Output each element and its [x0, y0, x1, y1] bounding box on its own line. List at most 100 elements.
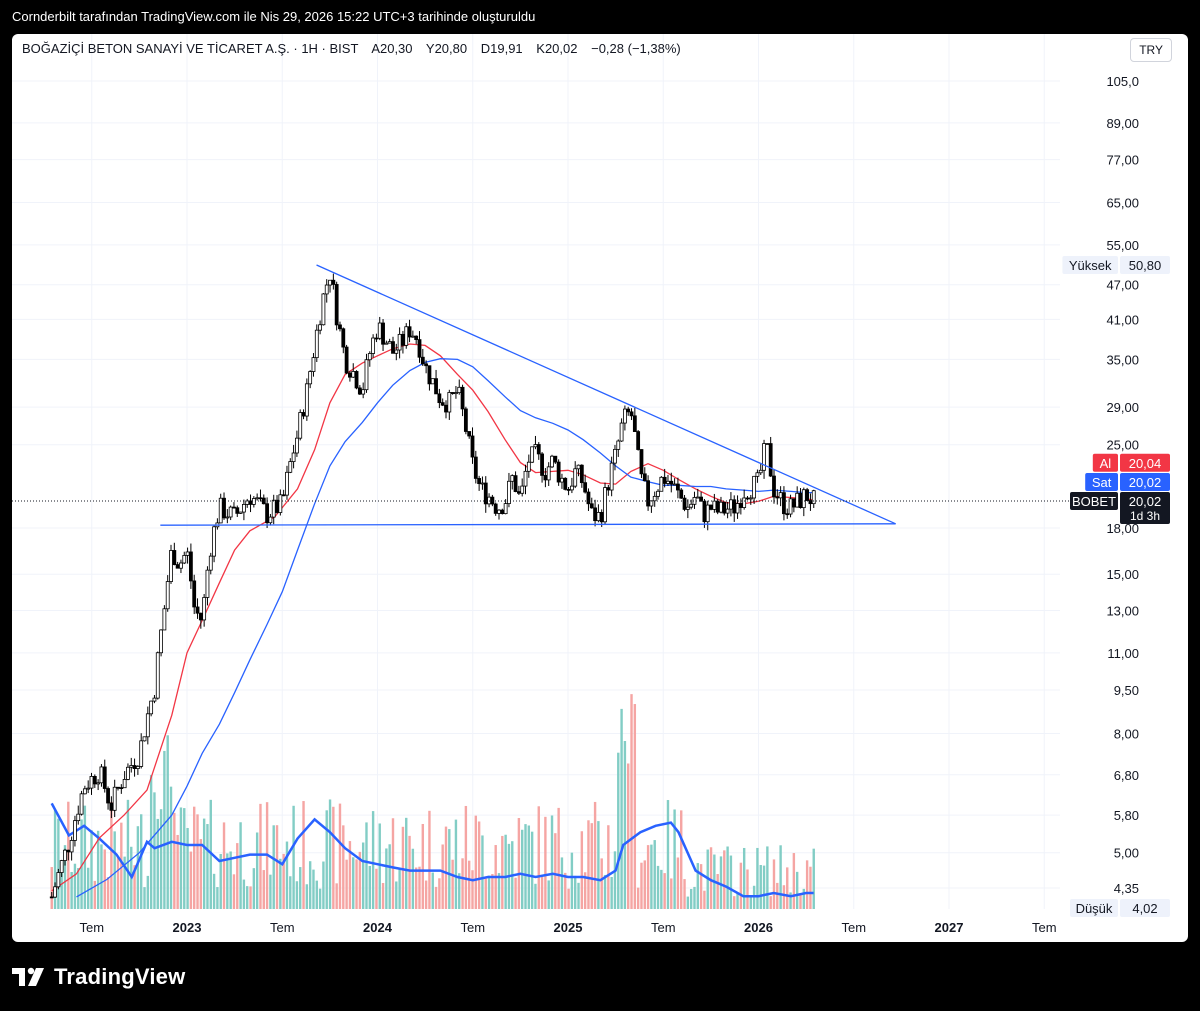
volume-bar — [762, 865, 766, 909]
price-axis: 105,0 89,00 77,00 65,00 55,00 47,00 41,00 35,00… — [1106, 74, 1139, 896]
price-axis-label: 6,80 — [1114, 768, 1139, 783]
candle-body — [636, 431, 641, 450]
volume-bar — [693, 886, 696, 909]
candle-body — [526, 461, 531, 472]
candle-body — [712, 500, 717, 510]
candle-body — [387, 341, 392, 344]
candle-body — [632, 415, 637, 432]
candle-body — [354, 371, 359, 389]
volume-bar — [216, 887, 219, 909]
candle-body — [437, 393, 442, 404]
volume-bar — [570, 852, 574, 909]
volume-bar — [159, 809, 163, 909]
price-axis-label: 35,00 — [1106, 352, 1139, 367]
price-axis-label: 11,00 — [1107, 646, 1139, 661]
candle-body — [497, 509, 501, 514]
candle-body — [748, 497, 753, 500]
candle-body — [649, 500, 654, 507]
candle-body — [295, 437, 299, 454]
volume-bar — [434, 886, 438, 909]
volume-bar — [759, 864, 762, 909]
volume-bar — [259, 803, 262, 909]
candle-body — [192, 580, 197, 608]
volume-bar — [236, 843, 239, 909]
candle-body — [242, 503, 246, 513]
price-axis-label: 89,00 — [1106, 116, 1139, 131]
ma-slow-line — [76, 358, 814, 898]
volume-bar — [222, 822, 226, 909]
price-chart[interactable]: 105,0 89,00 77,00 65,00 55,00 47,00 41,00 35,00… — [12, 34, 1188, 942]
price-tag-value-bg — [1120, 899, 1170, 918]
candle-body — [109, 802, 114, 811]
price-tag-label-bg — [1092, 453, 1118, 472]
volume-bar — [100, 844, 103, 909]
ohlc-change: −0,28 (−1,38%) — [591, 41, 681, 56]
candle-body — [162, 608, 167, 631]
candle-body — [169, 550, 173, 582]
candle-body — [377, 322, 382, 339]
volume-bar — [560, 857, 564, 909]
volume-bar — [242, 879, 246, 909]
candle-body — [341, 328, 346, 348]
volume-bar — [431, 872, 434, 909]
volume-bar — [557, 807, 560, 909]
volume-bar — [113, 831, 116, 909]
price-tag-plain: Düşük 4,02 — [1070, 899, 1170, 918]
time-axis-label: Tem — [1032, 920, 1057, 935]
grid — [12, 34, 1060, 909]
time-axis-label: Tem — [270, 920, 295, 935]
volume-bar — [295, 881, 299, 909]
volume-bar — [428, 810, 431, 909]
candle-body — [477, 478, 482, 485]
candle-body — [742, 497, 747, 508]
volume-bar — [395, 881, 398, 909]
candle-body — [417, 339, 422, 358]
volume-bar — [554, 833, 557, 909]
volume-bar — [438, 878, 441, 909]
volume-bar — [484, 878, 487, 909]
candle-body — [381, 322, 385, 345]
candle-body — [145, 713, 150, 738]
volume-bar — [289, 876, 292, 909]
candle-body — [410, 335, 415, 338]
volume-bar — [381, 882, 385, 909]
volume-bar — [640, 862, 643, 909]
candle-body — [311, 357, 316, 372]
volume-bar — [212, 873, 216, 909]
ohlc-high: Y20,80 — [425, 41, 468, 56]
volume-bar — [361, 842, 365, 909]
candle-body — [407, 326, 412, 338]
chart-panel[interactable]: 105,0 89,00 77,00 65,00 55,00 47,00 41,00 35,00… — [12, 34, 1188, 942]
candle-body — [785, 513, 790, 516]
candle-body — [238, 511, 243, 514]
volume-bar — [365, 822, 368, 909]
candle-body — [235, 507, 240, 514]
currency-button[interactable]: TRY — [1130, 38, 1172, 62]
candle-body — [593, 507, 597, 522]
volume-bar — [772, 859, 776, 909]
volume-bar — [643, 860, 646, 909]
volume-bar — [269, 874, 272, 909]
candle-body — [805, 489, 810, 501]
time-axis-label: 2026 — [744, 920, 773, 935]
volume-bar — [315, 880, 318, 909]
candle-body — [202, 597, 207, 621]
price-axis-label: 55,00 — [1106, 238, 1139, 253]
candle-body — [135, 766, 140, 769]
candle-body — [685, 506, 690, 510]
candle-body — [586, 491, 591, 505]
volume-bar — [405, 817, 408, 909]
volume-bar — [83, 805, 87, 909]
candle-body — [626, 408, 631, 413]
candle-body — [669, 480, 674, 485]
candle-body — [338, 324, 342, 330]
volume-bar — [683, 879, 686, 909]
candle-body — [719, 501, 723, 513]
volume-bar — [733, 896, 736, 909]
candle-body — [676, 483, 680, 491]
volume-bar — [703, 890, 706, 909]
candle-body — [692, 497, 697, 505]
volume-bar — [577, 882, 580, 909]
volume-bar — [229, 851, 232, 909]
candle-body — [689, 503, 694, 508]
